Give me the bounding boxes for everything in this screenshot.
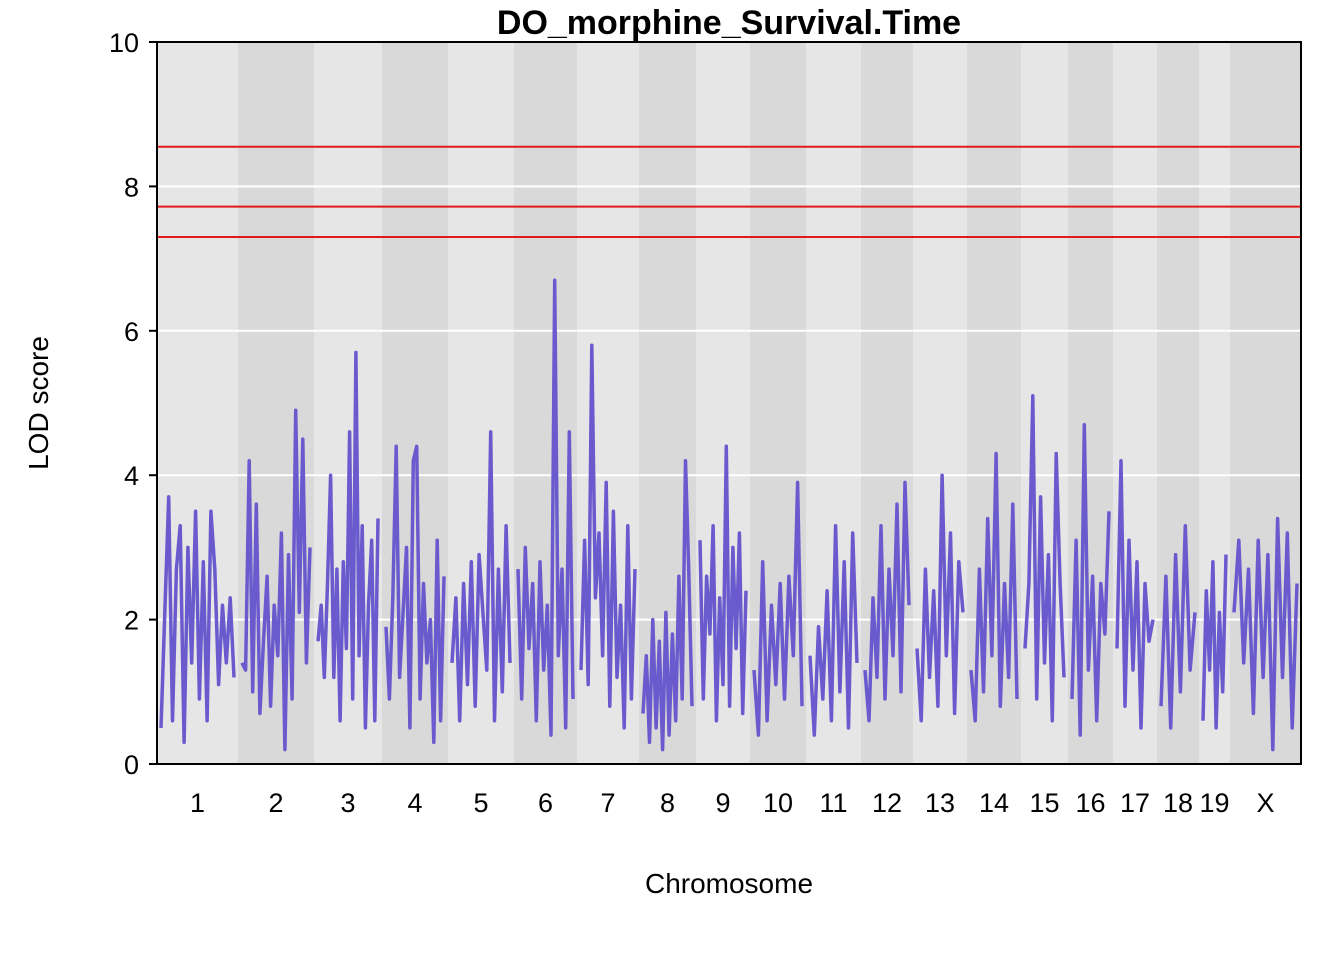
lod-line-chr-8 <box>641 459 694 752</box>
y-axis-label: LOD score <box>23 336 54 470</box>
chromosome-band-14 <box>967 42 1021 764</box>
lod-line-chr-3 <box>316 350 380 730</box>
x-tick-label-18: 18 <box>1163 788 1193 818</box>
lod-line-chr-2 <box>240 408 312 752</box>
x-tick-label-7: 7 <box>600 788 615 818</box>
y-tick-label-4: 4 <box>124 461 139 491</box>
lod-line-chr-7 <box>579 343 637 730</box>
y-tick-label-2: 2 <box>124 606 139 636</box>
x-tick-label-14: 14 <box>979 788 1009 818</box>
lod-line-chr-9 <box>698 444 748 723</box>
y-tick-label-8: 8 <box>124 172 139 202</box>
lod-line-chr-17 <box>1115 459 1155 730</box>
x-tick-label-15: 15 <box>1029 788 1059 818</box>
x-tick-label-5: 5 <box>473 788 488 818</box>
y-tick-label-10: 10 <box>109 28 139 58</box>
x-tick-label-2: 2 <box>268 788 283 818</box>
lod-line-chr-1 <box>159 495 236 745</box>
x-tick-label-9: 9 <box>715 788 730 818</box>
lod-line-chr-18 <box>1159 523 1197 730</box>
x-tick-label-17: 17 <box>1120 788 1150 818</box>
x-axis: 1 2 3 4 5 6 7 8 9 10 11 12 13 14 15 16 17 18 19 X <box>190 788 1275 818</box>
lod-line-chr-14 <box>969 451 1019 723</box>
lod-line-chr-5 <box>450 430 512 723</box>
x-tick-label-X: X <box>1256 788 1274 818</box>
lod-line-chr-4 <box>384 444 446 745</box>
x-axis-label: Chromosome <box>645 868 813 899</box>
threshold-lines <box>157 145 1301 238</box>
x-tick-label-1: 1 <box>190 788 205 818</box>
x-tick-label-19: 19 <box>1199 788 1229 818</box>
x-tick-label-11: 11 <box>819 788 847 818</box>
lod-line-chr-X <box>1232 516 1299 752</box>
x-tick-label-13: 13 <box>925 788 955 818</box>
y-tick-label-6: 6 <box>124 317 139 347</box>
lod-line-chr-13 <box>915 473 965 723</box>
x-tick-label-12: 12 <box>872 788 902 818</box>
lod-line-chr-12 <box>863 480 911 723</box>
y-tick-label-0: 0 <box>124 750 139 780</box>
y-axis: 0 2 4 6 8 10 <box>109 28 157 780</box>
lod-series <box>159 278 1299 752</box>
lod-line-chr-15 <box>1023 394 1066 723</box>
x-tick-label-8: 8 <box>660 788 675 818</box>
x-tick-label-10: 10 <box>763 788 793 818</box>
x-tick-label-16: 16 <box>1075 788 1105 818</box>
lod-line-chr-6 <box>516 278 575 737</box>
x-tick-label-4: 4 <box>407 788 422 818</box>
chart-title: DO_morphine_Survival.Time <box>497 4 961 42</box>
plot-frame <box>156 41 1302 765</box>
lod-line-chr-10 <box>752 480 804 737</box>
x-tick-label-6: 6 <box>538 788 553 818</box>
chromosome-band-2 <box>238 42 314 764</box>
x-tick-label-3: 3 <box>340 788 355 818</box>
lod-line-chr-19 <box>1201 554 1228 730</box>
lod-line-chr-16 <box>1070 422 1111 737</box>
lod-line-chr-11 <box>808 523 859 737</box>
